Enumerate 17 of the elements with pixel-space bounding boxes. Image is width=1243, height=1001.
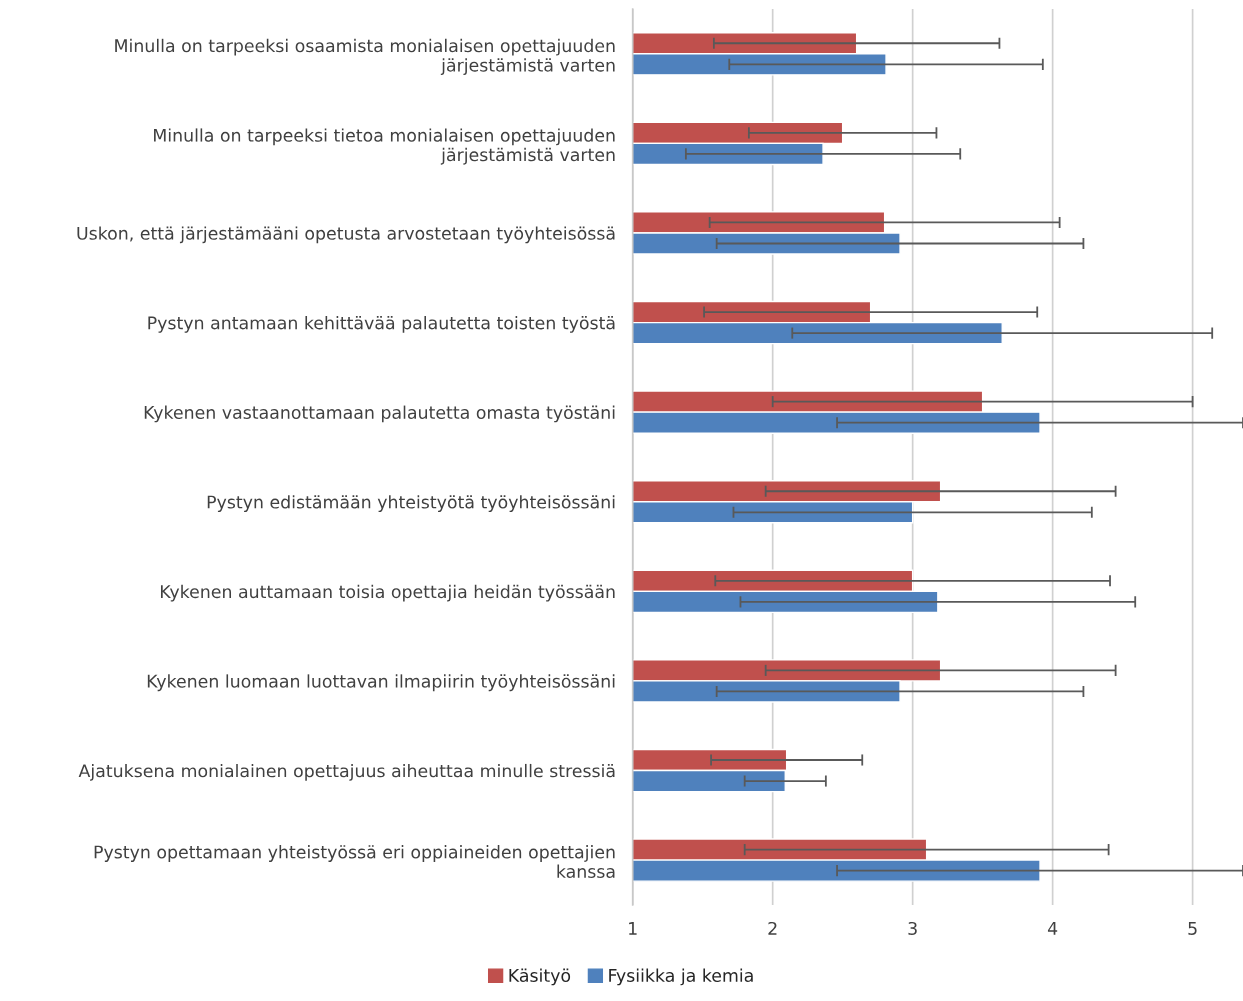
x-tick-label: 4	[1047, 922, 1058, 935]
x-tick-label: 2	[768, 921, 777, 935]
legend-label: Käsityö	[509, 968, 571, 986]
y-tick-label: Pystyn edistämään yhteistyötä työyhteisössäni	[207, 495, 615, 512]
y-tick-label: Kykenen auttamaan toisia opettajia heidän työssään	[160, 584, 615, 602]
y-tick-label: Pystyn antamaan kehittävää palautetta toisten työstä	[148, 315, 615, 333]
y-tick-label: Minulla on tarpeeksi tietoa monialaisen opettajuuden järjestämistä varten	[154, 128, 615, 165]
legend-label: Fysiikka ja kemia	[609, 968, 753, 986]
x-tick-label: 3	[908, 921, 917, 936]
x-tick-label: 1	[629, 922, 637, 935]
y-tick-label: Kykenen luomaan luottavan ilmapiirin työyhteisössäni	[147, 674, 615, 692]
y-tick-label: Ajatuksena monialainen opettajuus aiheuttaa minulle stressiä	[78, 763, 615, 781]
y-tick-label: Pystyn opettamaan yhteistyössä eri oppiaineiden opettajien kanssa	[94, 845, 615, 878]
y-tick-label: Kykenen vastaanottamaan palautetta omasta työstäni	[144, 405, 615, 423]
y-tick-label: Minulla on tarpeeksi osaamista monialaisen opettajuuden järjestämistä varten	[115, 38, 615, 76]
x-tick-label: 5	[1188, 922, 1197, 936]
y-tick-label: Uskon, että järjestämääni opetusta arvostetaan työyhteisössä	[77, 226, 615, 244]
